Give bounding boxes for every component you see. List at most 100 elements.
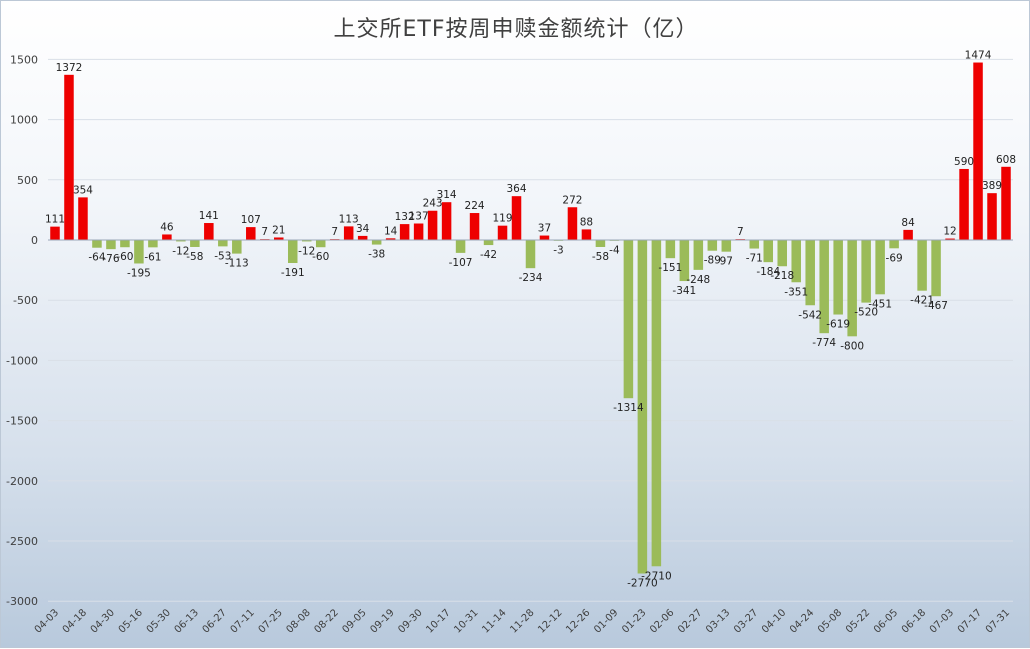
x-tick-label: 09-19 bbox=[368, 607, 396, 635]
x-tick-label: 05-22 bbox=[844, 607, 872, 635]
data-label: -69 bbox=[886, 252, 903, 264]
y-tick-label: -2500 bbox=[6, 535, 38, 548]
x-tick-label: 12-26 bbox=[564, 607, 592, 635]
data-label: 12 bbox=[943, 226, 956, 238]
gridlines bbox=[48, 58, 1013, 602]
bar bbox=[833, 240, 843, 315]
data-label: 1474 bbox=[965, 50, 992, 62]
data-label: -520 bbox=[854, 307, 878, 319]
bar bbox=[1001, 166, 1011, 240]
x-tick-label: 06-18 bbox=[900, 607, 928, 635]
bar bbox=[539, 235, 550, 240]
bar bbox=[819, 240, 829, 334]
data-label: -12 bbox=[172, 245, 189, 257]
data-label: 21 bbox=[272, 224, 285, 236]
bar bbox=[357, 235, 368, 240]
bars bbox=[50, 62, 1011, 574]
x-tick-label: 01-23 bbox=[620, 607, 648, 635]
x-tick-label: 03-13 bbox=[704, 607, 732, 635]
x-tick-label: 10-17 bbox=[424, 607, 452, 635]
bar bbox=[399, 224, 410, 240]
data-label: -76 bbox=[102, 253, 119, 265]
data-label: -1314 bbox=[613, 402, 644, 414]
data-label: 97 bbox=[720, 256, 733, 268]
x-tick-label: 11-28 bbox=[508, 607, 536, 635]
data-label: -60 bbox=[312, 251, 329, 263]
bar bbox=[777, 240, 787, 267]
bar bbox=[162, 234, 172, 240]
data-label: -421 bbox=[910, 295, 934, 307]
bar bbox=[567, 207, 578, 240]
data-label: 314 bbox=[437, 189, 457, 201]
bar bbox=[441, 202, 452, 240]
data-label: 608 bbox=[996, 154, 1016, 166]
data-label: 107 bbox=[241, 214, 261, 226]
x-tick-label: 08-08 bbox=[285, 607, 313, 635]
data-label: -113 bbox=[225, 258, 249, 270]
bar bbox=[315, 240, 326, 248]
data-label: -3 bbox=[553, 244, 563, 256]
bar bbox=[385, 238, 396, 240]
bar bbox=[595, 240, 606, 247]
data-labels: 1111372354-64-76-60-195-6146-12-58141-53… bbox=[45, 50, 1016, 590]
data-label: -800 bbox=[840, 340, 864, 352]
bar bbox=[148, 240, 158, 248]
data-label: -71 bbox=[746, 253, 763, 265]
bar bbox=[511, 196, 522, 240]
data-label: -234 bbox=[519, 272, 543, 284]
data-label: 7 bbox=[331, 226, 338, 238]
data-label: 84 bbox=[901, 217, 915, 229]
bar bbox=[176, 240, 186, 242]
data-label: 137 bbox=[409, 211, 429, 223]
x-tick-label: 07-25 bbox=[257, 607, 285, 635]
bar bbox=[959, 168, 969, 240]
bar bbox=[301, 240, 312, 242]
bar bbox=[707, 240, 718, 251]
bar bbox=[455, 240, 466, 253]
y-tick-label: 500 bbox=[17, 174, 38, 187]
bar bbox=[931, 240, 941, 297]
bar bbox=[232, 240, 242, 254]
bar bbox=[218, 240, 228, 247]
bar bbox=[120, 240, 130, 248]
data-label: 7 bbox=[261, 226, 268, 238]
y-tick-label: -500 bbox=[13, 294, 38, 307]
data-label: 224 bbox=[465, 200, 485, 212]
data-label: 1372 bbox=[56, 62, 83, 74]
y-axis: 1500 1000 500 0 -500 -1000 -1500 -2000 -2500 -300… bbox=[6, 53, 38, 608]
data-label: -58 bbox=[592, 251, 609, 263]
bar bbox=[749, 240, 760, 249]
data-label: -467 bbox=[924, 300, 948, 312]
bar bbox=[343, 226, 354, 240]
bar bbox=[64, 74, 74, 240]
bar bbox=[497, 225, 508, 240]
data-label: -42 bbox=[480, 249, 497, 261]
bar bbox=[134, 240, 144, 264]
data-label: -619 bbox=[826, 319, 850, 331]
bar bbox=[246, 227, 256, 240]
data-label: -64 bbox=[88, 252, 105, 264]
data-label: 88 bbox=[580, 216, 593, 228]
data-label: 7 bbox=[737, 226, 744, 238]
bar bbox=[50, 226, 60, 240]
data-label: 119 bbox=[493, 213, 513, 225]
bar bbox=[623, 240, 634, 399]
x-tick-label: 10-31 bbox=[452, 607, 480, 635]
data-label: 132 bbox=[395, 211, 415, 223]
data-label: 590 bbox=[954, 156, 974, 168]
bar bbox=[651, 240, 662, 567]
data-label: -60 bbox=[116, 251, 133, 263]
bar bbox=[693, 240, 704, 270]
x-tick-label: 09-05 bbox=[340, 607, 368, 635]
bar bbox=[78, 197, 88, 240]
x-tick-label: 07-17 bbox=[956, 607, 984, 635]
y-tick-label: -1500 bbox=[6, 415, 38, 428]
x-tick-label: 04-30 bbox=[89, 607, 117, 635]
bar bbox=[274, 237, 284, 240]
y-tick-label: 1000 bbox=[10, 114, 38, 127]
bar bbox=[847, 240, 857, 337]
data-label: -53 bbox=[214, 250, 231, 262]
data-label: 14 bbox=[384, 225, 398, 237]
